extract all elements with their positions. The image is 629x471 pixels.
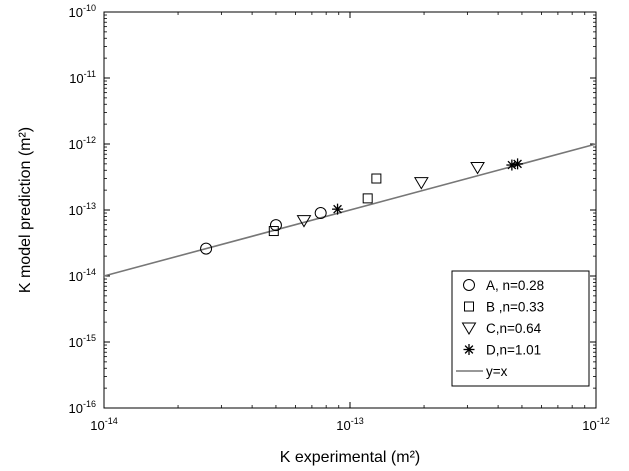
y-tick-label: 10-10 (69, 3, 96, 20)
x-tick-label: 10-12 (582, 416, 609, 433)
y-tick-label: 10-13 (69, 201, 96, 218)
y-tick-label: 10-16 (69, 399, 96, 416)
data-point-square (371, 173, 382, 184)
legend-label: y=x (486, 364, 508, 379)
y-axis-label: K model prediction (m²) (17, 127, 34, 293)
legend-label: C,n=0.64 (486, 321, 542, 336)
data-point-asterisk (332, 203, 344, 215)
data-point-circle (269, 219, 282, 232)
series-line-yx (103, 143, 597, 277)
data-point-square (362, 193, 373, 204)
data-point-triangle-down (413, 177, 429, 190)
legend-label: A, n=0.28 (486, 278, 544, 293)
legend: A, n=0.28 B ,n=0.33 C,n=0.64 D,n=1.01 y=x (451, 270, 590, 387)
legend-marker-triangle-down (461, 322, 477, 335)
data-point-triangle-down (470, 162, 485, 175)
data-point-circle (314, 207, 327, 220)
data-point-circle (200, 242, 213, 255)
y-tick-label: 10-15 (69, 333, 96, 350)
y-tick-label: 10-12 (69, 135, 96, 152)
legend-marker-square (464, 301, 474, 312)
data-point-asterisk (512, 158, 524, 170)
x-tick-label: 10-13 (336, 416, 363, 433)
legend-marker-circle (463, 279, 475, 291)
legend-label: D,n=1.01 (486, 343, 541, 358)
plot-data (103, 143, 597, 277)
data-point-square (268, 226, 279, 237)
y-tick-label: 10-11 (69, 69, 96, 86)
legend-label: B ,n=0.33 (486, 300, 544, 315)
x-axis-label: K experimental (m²) (280, 449, 420, 466)
data-point-triangle-down (296, 215, 312, 228)
x-tick-label: 10-14 (90, 416, 117, 433)
legend-marker-asterisk (463, 344, 475, 355)
y-tick-label: 10-14 (69, 267, 96, 284)
axes: 10-14 10-13 10-12 10-16 10-15 10-14 10-13 10-12… (69, 3, 610, 433)
legend-box (451, 270, 590, 387)
